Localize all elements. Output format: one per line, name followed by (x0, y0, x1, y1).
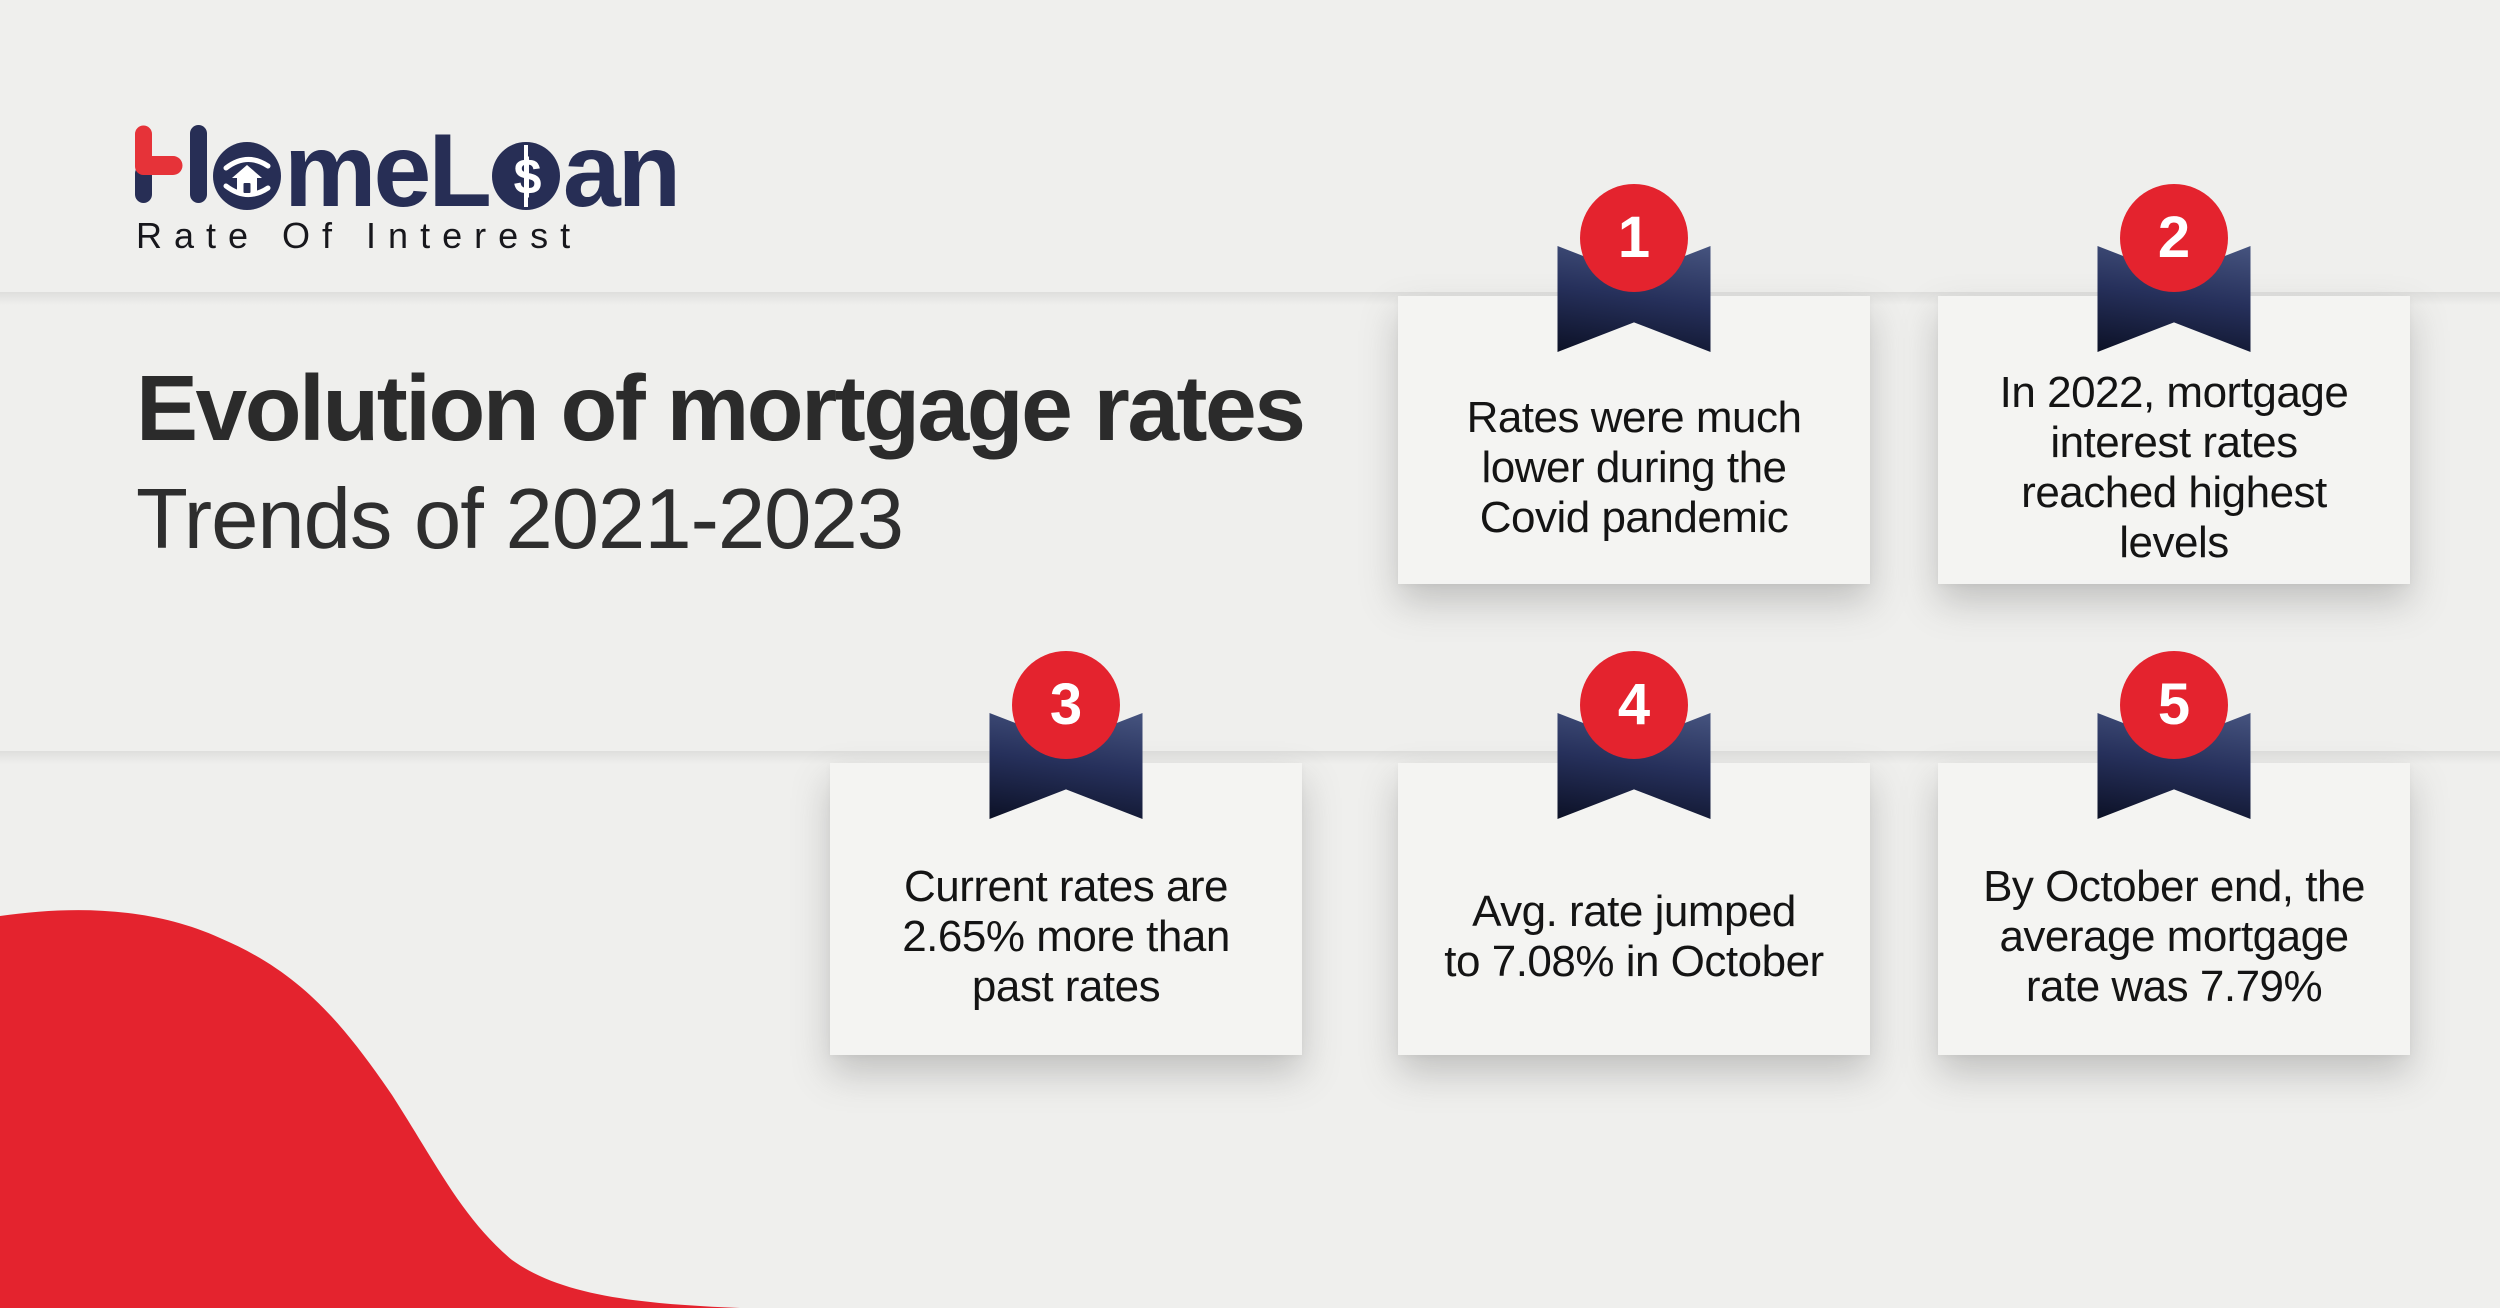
step-number: 4 (1617, 672, 1651, 737)
title-line-2: Trends of 2021-2023 (136, 472, 904, 567)
logo-segment-an: an (562, 113, 681, 229)
info-card-3: 3 Current rates are 2.65% more than past r… (830, 651, 1302, 1055)
logo-tagline: Rate Of Interest (136, 215, 583, 256)
logo-letter-h-icon (135, 125, 207, 203)
card-text: Rates were much lower during the Covid pan… (1466, 393, 1802, 542)
card-text: In 2022, mortgage interest rates reached h… (1999, 368, 2349, 567)
info-card-2: 2 In 2022, mortgage interest rates reached… (1938, 184, 2410, 584)
info-card-1: 1 Rates were much lower during the Covid p… (1398, 184, 1870, 584)
info-card-4: 4 Avg. rate jumped to 7.08% in October (1398, 651, 1870, 1055)
step-number-badge: 5 (2120, 651, 2228, 759)
card-text-wrap: By October end, the average mortgage rate … (1946, 819, 2402, 1055)
row-shadow-top (0, 292, 2500, 305)
card-text-wrap: Rates were much lower during the Covid pan… (1406, 352, 1862, 584)
dollar-coin-icon: $ (491, 142, 560, 210)
step-number: 1 (1617, 205, 1651, 270)
step-number: 5 (2157, 672, 2191, 737)
step-number-badge: 1 (1580, 184, 1688, 292)
step-number-badge: 4 (1580, 651, 1688, 759)
logo-segment-me: me (284, 113, 431, 229)
title-line-1: Evolution of mortgage rates (136, 356, 1306, 460)
step-number: 3 (1049, 672, 1083, 737)
info-card-5: 5 By October end, the average mortgage rat… (1938, 651, 2410, 1055)
card-text-wrap: Current rates are 2.65% more than past rat… (838, 819, 1294, 1055)
step-number-badge: 3 (1012, 651, 1120, 759)
card-text-wrap: Avg. rate jumped to 7.08% in October (1406, 819, 1862, 1055)
homeloan-logo: me L $ an Rate Of Interest (133, 113, 681, 256)
card-text: By October end, the average mortgage rate … (1983, 862, 2365, 1011)
logo-segment-l: L (428, 113, 492, 229)
card-text-wrap: In 2022, mortgage interest rates reached h… (1946, 352, 2402, 584)
hands-house-icon (213, 142, 281, 210)
logo-wordmark: me L $ an (133, 113, 681, 229)
step-number-badge: 2 (2120, 184, 2228, 292)
card-text: Current rates are 2.65% more than past rat… (902, 862, 1230, 1011)
card-text: Avg. rate jumped to 7.08% in October (1444, 887, 1824, 986)
page-title: Evolution of mortgage rates Trends of 20… (136, 356, 1306, 567)
step-number: 2 (2157, 205, 2191, 270)
svg-text:$: $ (513, 149, 541, 205)
row-shadow-bottom (0, 751, 2500, 764)
